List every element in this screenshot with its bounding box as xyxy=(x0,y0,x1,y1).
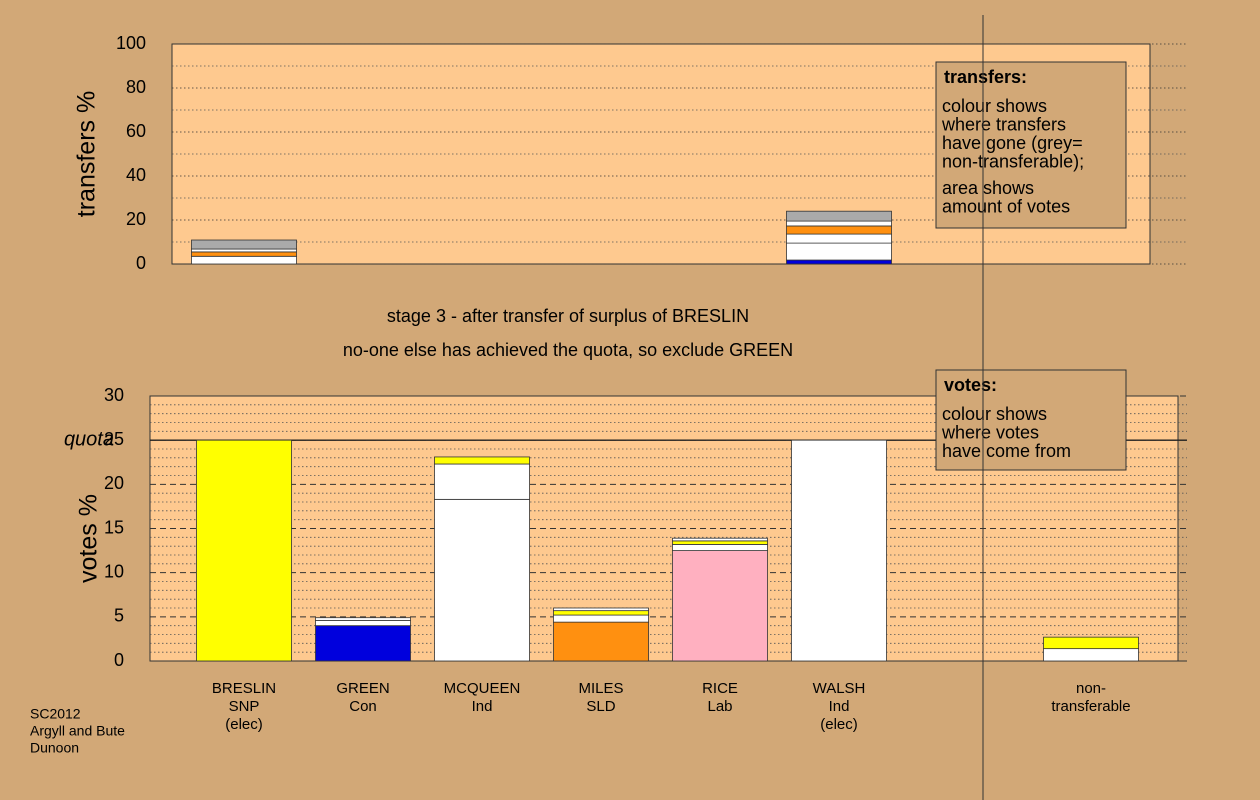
bar-segment xyxy=(434,463,530,500)
legend-text: have gone (grey= xyxy=(942,133,1083,153)
x-tick-label: RICE xyxy=(702,680,738,697)
legend-title: transfers: xyxy=(944,67,1027,87)
x-tick-label: (elec) xyxy=(820,716,858,733)
legend-title: votes: xyxy=(944,375,997,395)
y-tick-label: 100 xyxy=(116,33,146,53)
bar-segment xyxy=(191,239,297,250)
y-tick-label: 20 xyxy=(104,473,124,493)
x-tick-label: transferable xyxy=(1051,698,1130,715)
x-tick-label: Lab xyxy=(707,698,732,715)
y-tick-label: 0 xyxy=(136,253,146,273)
legend-box xyxy=(935,369,1127,471)
y-tick-label: 15 xyxy=(104,517,124,537)
bar-segment xyxy=(672,540,768,545)
bar-segment xyxy=(191,248,297,253)
bar-segment xyxy=(786,210,892,222)
y-tick-label: 0 xyxy=(114,650,124,670)
bar-segment xyxy=(553,621,649,662)
bar-segment xyxy=(315,625,411,662)
y-axis-label: votes % xyxy=(75,494,103,583)
x-tick-label: SNP xyxy=(229,698,260,715)
bar-segment xyxy=(786,233,892,244)
legend-text: amount of votes xyxy=(942,196,1070,216)
legend-box xyxy=(935,61,1127,229)
bar-segment xyxy=(786,242,892,261)
y-tick-label: 20 xyxy=(126,209,146,229)
x-tick-label: WALSH xyxy=(813,680,866,697)
legend-text: where transfers xyxy=(941,114,1066,134)
footer: Dunoon xyxy=(30,740,79,756)
y-tick-label: 80 xyxy=(126,77,146,97)
bar-segment xyxy=(672,550,768,662)
legend-text: colour shows xyxy=(942,96,1047,116)
bar-segment xyxy=(434,456,530,465)
x-tick-label: SLD xyxy=(586,698,615,715)
x-tick-label: GREEN xyxy=(336,680,389,697)
footer: Argyll and Bute xyxy=(30,723,125,739)
bar-segment xyxy=(1043,648,1139,662)
y-tick-label: 10 xyxy=(104,561,124,581)
annotation: stage 3 - after transfer of surplus of B… xyxy=(387,306,749,326)
legend-text: non-transferable); xyxy=(942,151,1084,171)
x-tick-label: MCQUEEN xyxy=(444,680,521,697)
bar-segment xyxy=(553,610,649,616)
bar-segment xyxy=(191,251,297,257)
x-tick-label: MILES xyxy=(578,680,623,697)
bar-segment xyxy=(672,544,768,551)
y-tick-label: 60 xyxy=(126,121,146,141)
bar-segment xyxy=(315,617,411,621)
quota-label: quota xyxy=(64,428,114,450)
y-tick-label: 40 xyxy=(126,165,146,185)
bar-segment xyxy=(191,255,297,265)
y-tick-label: 30 xyxy=(104,385,124,405)
legend-text: have come from xyxy=(942,441,1071,461)
bar-segment xyxy=(786,220,892,227)
x-tick-label: non- xyxy=(1076,680,1106,697)
bar-segment xyxy=(434,498,530,662)
bar-segment xyxy=(672,537,768,542)
bar-segment xyxy=(553,614,649,623)
bar-segment xyxy=(1043,636,1139,650)
bar-segment xyxy=(786,225,892,235)
bar-segment xyxy=(791,439,887,662)
x-tick-label: (elec) xyxy=(225,716,263,733)
legend-text: colour shows xyxy=(942,404,1047,424)
bar-segment xyxy=(196,439,292,662)
y-tick-label: 5 xyxy=(114,606,124,626)
x-tick-label: BRESLIN xyxy=(212,680,276,697)
bar-segment xyxy=(786,259,892,265)
x-tick-label: Con xyxy=(349,698,377,715)
y-axis-label: transfers % xyxy=(73,91,101,217)
bar-segment xyxy=(315,619,411,627)
legend-text: where votes xyxy=(941,422,1039,442)
legend-text: area shows xyxy=(942,178,1034,198)
x-tick-label: Ind xyxy=(472,698,493,715)
footer: SC2012 xyxy=(30,706,81,722)
annotation: no-one else has achieved the quota, so e… xyxy=(343,340,793,360)
x-tick-label: Ind xyxy=(829,698,850,715)
bar-segment xyxy=(553,607,649,612)
y-tick-label: 25 xyxy=(104,429,124,449)
